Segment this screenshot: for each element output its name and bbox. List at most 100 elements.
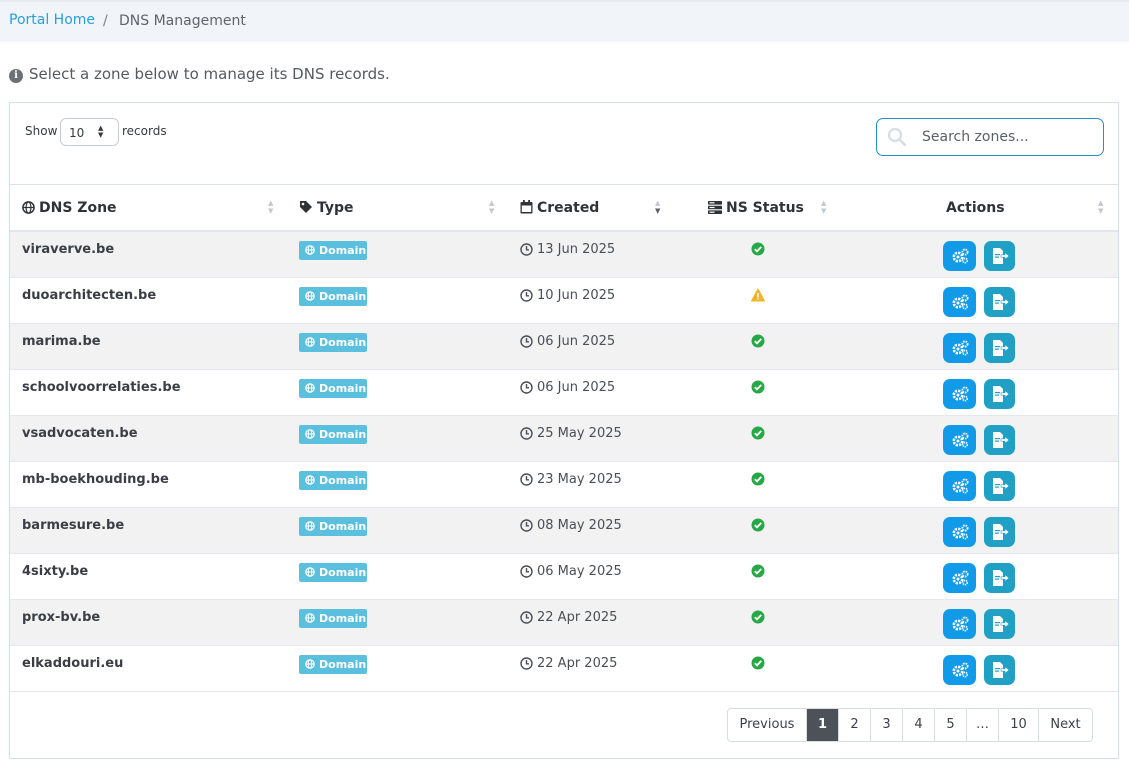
pagination-page-4[interactable]: 4 <box>902 709 934 741</box>
column-header-dns-zone[interactable]: DNS Zone <box>22 200 117 216</box>
pagination-page-1[interactable]: 1 <box>806 709 838 741</box>
records-per-page-select[interactable]: 10 ▲ ▼ <box>60 118 119 146</box>
sort-icon[interactable]: ▲ ▼ <box>268 199 274 215</box>
manage-dns-button[interactable] <box>943 333 976 363</box>
pagination-page-10[interactable]: 10 <box>998 709 1038 741</box>
pagination-page-3[interactable]: 3 <box>870 709 902 741</box>
export-zone-button[interactable] <box>984 425 1015 455</box>
manage-dns-button[interactable] <box>943 425 976 455</box>
gears-icon <box>952 570 969 586</box>
dns-zone-link[interactable]: mb-boekhouding.be <box>22 472 169 487</box>
file-export-icon <box>993 432 1009 448</box>
records-label: records <box>122 124 167 138</box>
gears-icon <box>952 248 969 264</box>
column-header-type[interactable]: Type <box>299 200 354 216</box>
sort-icon[interactable]: ▲ ▼ <box>1098 199 1104 215</box>
dns-zone-link[interactable]: 4sixty.be <box>22 564 89 579</box>
check-circle-icon <box>751 426 765 440</box>
type-label: Domain <box>319 658 367 671</box>
gears-icon <box>952 616 969 632</box>
type-badge: Domain <box>299 287 367 306</box>
globe-icon <box>305 337 315 347</box>
pagination-previous-button[interactable]: Previous <box>739 717 795 732</box>
manage-dns-button[interactable] <box>943 563 976 593</box>
type-label: Domain <box>319 566 367 579</box>
sort-icon[interactable]: ▲ ▼ <box>821 199 827 215</box>
tag-icon <box>300 201 312 213</box>
globe-icon <box>305 659 315 669</box>
dns-zone-link[interactable]: schoolvoorrelaties.be <box>22 380 181 395</box>
column-header-created[interactable]: Created <box>520 200 599 216</box>
info-message: i Select a zone below to manage its DNS r… <box>9 65 390 83</box>
pagination-next-button[interactable]: Next <box>1038 709 1092 741</box>
dns-zone-link[interactable]: vsadvocaten.be <box>22 426 138 441</box>
export-zone-button[interactable] <box>984 287 1015 317</box>
manage-dns-button[interactable] <box>943 379 976 409</box>
table-row: prox-bv.be Domain 22 Apr 2025 <box>10 600 1118 646</box>
column-label: Actions <box>946 200 1005 216</box>
globe-icon <box>22 201 35 214</box>
manage-dns-button[interactable] <box>943 241 976 271</box>
file-export-icon <box>993 478 1009 494</box>
created-text: 06 May 2025 <box>537 564 622 579</box>
dns-zone-link[interactable]: viraverve.be <box>22 242 115 257</box>
sort-icon[interactable]: ▲ ▼ <box>489 199 495 215</box>
created-text: 10 Jun 2025 <box>537 288 616 303</box>
export-zone-button[interactable] <box>984 379 1015 409</box>
column-label: Created <box>537 200 600 216</box>
created-text: 08 May 2025 <box>537 518 622 533</box>
search-zones-input[interactable]: Search zones... <box>876 118 1104 156</box>
dns-zone-link[interactable]: marima.be <box>22 334 101 349</box>
file-export-icon <box>993 386 1009 402</box>
file-export-icon <box>993 662 1009 678</box>
export-zone-button[interactable] <box>984 609 1015 639</box>
dns-zone-link[interactable]: barmesure.be <box>22 518 125 533</box>
manage-dns-button[interactable] <box>943 609 976 639</box>
manage-dns-button[interactable] <box>943 517 976 547</box>
gears-icon <box>952 386 969 402</box>
export-zone-button[interactable] <box>984 333 1015 363</box>
column-label: DNS Zone <box>39 200 117 216</box>
type-badge: Domain <box>299 379 367 398</box>
dns-zone-link[interactable]: elkaddouri.eu <box>22 656 124 671</box>
dns-zone-link[interactable]: duoarchitecten.be <box>22 288 157 303</box>
created-text: 22 Apr 2025 <box>537 656 618 671</box>
pagination: Previous 1 2 3 4 5… 10 Next <box>727 708 1093 742</box>
gears-icon <box>952 432 969 448</box>
file-export-icon <box>993 570 1009 586</box>
manage-dns-button[interactable] <box>943 655 976 685</box>
dns-zone-link[interactable]: prox-bv.be <box>22 610 101 625</box>
globe-icon <box>305 521 315 531</box>
sort-desc-icon[interactable]: ▲ ▼ <box>655 199 661 215</box>
created-text: 22 Apr 2025 <box>537 610 618 625</box>
export-zone-button[interactable] <box>984 655 1015 685</box>
export-zone-button[interactable] <box>984 241 1015 271</box>
export-zone-button[interactable] <box>984 563 1015 593</box>
pagination-page-5[interactable]: 5 <box>934 709 966 741</box>
export-zone-button[interactable] <box>984 471 1015 501</box>
search-icon <box>887 127 907 147</box>
clock-icon <box>520 427 533 440</box>
created-text: 25 May 2025 <box>537 426 622 441</box>
column-header-actions[interactable]: Actions <box>946 200 1005 216</box>
type-badge: Domain <box>299 471 367 490</box>
type-badge: Domain <box>299 609 367 628</box>
manage-dns-button[interactable] <box>943 471 976 501</box>
type-badge: Domain <box>299 517 367 536</box>
globe-icon <box>305 429 315 439</box>
type-badge: Domain <box>299 241 367 260</box>
type-label: Domain <box>319 428 367 441</box>
breadcrumb-portal-home-link[interactable]: Portal Home <box>9 12 96 28</box>
clock-icon <box>520 657 533 670</box>
column-header-ns-status[interactable]: NS Status <box>708 200 804 216</box>
clock-icon <box>520 473 533 486</box>
pagination-page-2[interactable]: 2 <box>838 709 870 741</box>
breadcrumb-current: DNS Management <box>119 13 246 29</box>
manage-dns-button[interactable] <box>943 287 976 317</box>
export-zone-button[interactable] <box>984 517 1015 547</box>
breadcrumb-separator: / <box>103 13 108 29</box>
pagination-ellipsis[interactable]: … <box>966 709 998 741</box>
clock-icon <box>520 519 533 532</box>
file-export-icon <box>993 524 1009 540</box>
type-label: Domain <box>319 520 367 533</box>
